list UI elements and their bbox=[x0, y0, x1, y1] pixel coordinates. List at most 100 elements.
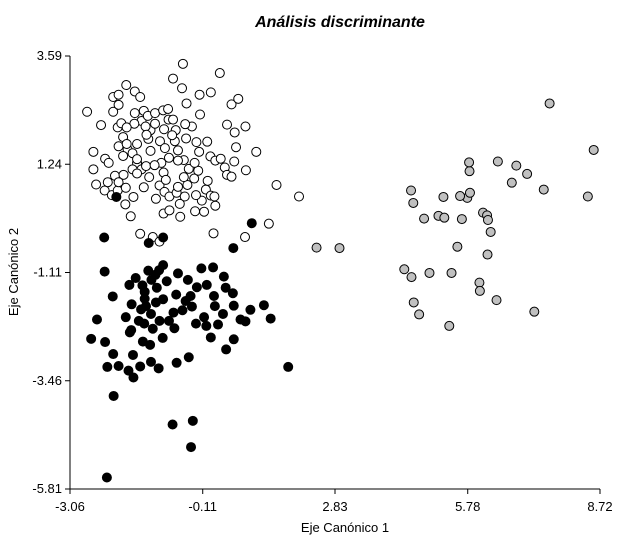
y-tick-label: -5.81 bbox=[32, 481, 62, 496]
data-point bbox=[240, 121, 251, 132]
data-point bbox=[202, 175, 213, 186]
data-point bbox=[538, 184, 549, 195]
data-point bbox=[141, 161, 152, 172]
data-point bbox=[171, 357, 182, 368]
data-point bbox=[544, 98, 555, 109]
data-point bbox=[444, 320, 455, 331]
data-point bbox=[215, 153, 226, 164]
data-point bbox=[201, 320, 212, 331]
x-tick-label: 5.78 bbox=[455, 499, 480, 514]
x-tick-label: 8.72 bbox=[587, 499, 612, 514]
data-point bbox=[121, 122, 132, 133]
data-point bbox=[179, 191, 190, 202]
data-point bbox=[150, 269, 161, 280]
data-point bbox=[168, 73, 179, 84]
series-group-1 bbox=[86, 191, 294, 483]
data-point bbox=[183, 352, 194, 363]
x-axis-ticks: -3.06 -0.11 2.83 5.78 8.72 bbox=[55, 489, 613, 514]
data-point bbox=[127, 349, 138, 360]
x-tick-label: 2.83 bbox=[322, 499, 347, 514]
data-point bbox=[199, 206, 210, 217]
data-point bbox=[177, 58, 188, 69]
data-point bbox=[145, 339, 156, 350]
data-point bbox=[160, 174, 171, 185]
data-point bbox=[102, 361, 113, 372]
data-point bbox=[147, 323, 158, 334]
series-group-0 bbox=[82, 58, 305, 247]
data-point bbox=[168, 114, 179, 125]
data-point bbox=[214, 68, 225, 79]
data-point bbox=[139, 293, 150, 304]
data-point bbox=[209, 191, 220, 202]
data-point bbox=[229, 127, 240, 138]
data-point bbox=[240, 232, 251, 243]
y-axis-ticks: 3.59 1.24 -1.11 -3.46 -5.81 bbox=[32, 48, 70, 496]
data-point bbox=[141, 129, 152, 140]
data-point bbox=[189, 157, 200, 168]
data-point bbox=[163, 152, 174, 163]
data-point bbox=[222, 119, 233, 130]
data-point bbox=[108, 349, 119, 360]
data-point bbox=[88, 146, 99, 157]
x-tick-label: -0.11 bbox=[188, 499, 217, 514]
data-point bbox=[186, 442, 197, 453]
data-point bbox=[111, 191, 122, 202]
data-point bbox=[464, 157, 475, 168]
data-point bbox=[220, 282, 231, 293]
data-point bbox=[158, 260, 169, 271]
data-point bbox=[159, 124, 170, 135]
data-point bbox=[138, 182, 149, 193]
data-point bbox=[113, 177, 124, 188]
data-point bbox=[121, 138, 132, 149]
data-point bbox=[228, 334, 239, 345]
data-point bbox=[492, 156, 503, 167]
data-point bbox=[311, 242, 322, 253]
data-point bbox=[334, 243, 345, 254]
data-point bbox=[408, 297, 419, 308]
data-point bbox=[251, 146, 262, 157]
data-point bbox=[132, 154, 143, 165]
data-point bbox=[145, 145, 156, 156]
data-point bbox=[491, 295, 502, 306]
data-point bbox=[190, 318, 201, 329]
data-point bbox=[191, 282, 202, 293]
data-point bbox=[150, 118, 161, 129]
data-point bbox=[125, 211, 136, 222]
data-point bbox=[163, 103, 174, 114]
data-point bbox=[240, 165, 251, 176]
data-point bbox=[511, 160, 522, 171]
data-point bbox=[161, 276, 172, 287]
data-point bbox=[438, 191, 449, 202]
data-point bbox=[464, 166, 475, 177]
data-point bbox=[196, 263, 207, 274]
data-point bbox=[190, 190, 201, 201]
data-point bbox=[99, 266, 110, 277]
data-point bbox=[167, 130, 178, 141]
data-point bbox=[171, 289, 182, 300]
data-point bbox=[139, 318, 150, 329]
data-point bbox=[113, 99, 124, 110]
data-point bbox=[91, 314, 102, 325]
data-point bbox=[151, 282, 162, 293]
chart-title: Análisis discriminante bbox=[254, 14, 425, 31]
data-point bbox=[153, 363, 164, 374]
data-point bbox=[167, 419, 178, 430]
data-point bbox=[208, 262, 219, 273]
data-point bbox=[464, 187, 475, 198]
data-point bbox=[191, 137, 202, 148]
data-point bbox=[414, 309, 425, 320]
y-tick-label: 3.59 bbox=[37, 48, 62, 63]
data-point bbox=[208, 228, 219, 239]
data-point bbox=[99, 232, 110, 243]
data-point bbox=[208, 290, 219, 301]
data-point bbox=[482, 214, 493, 225]
data-point bbox=[194, 146, 205, 157]
data-point bbox=[157, 332, 168, 343]
data-point bbox=[130, 273, 141, 284]
data-point bbox=[187, 415, 198, 426]
data-point bbox=[118, 169, 129, 180]
y-tick-label: -3.46 bbox=[32, 373, 62, 388]
data-point bbox=[283, 361, 294, 372]
data-point bbox=[128, 191, 139, 202]
